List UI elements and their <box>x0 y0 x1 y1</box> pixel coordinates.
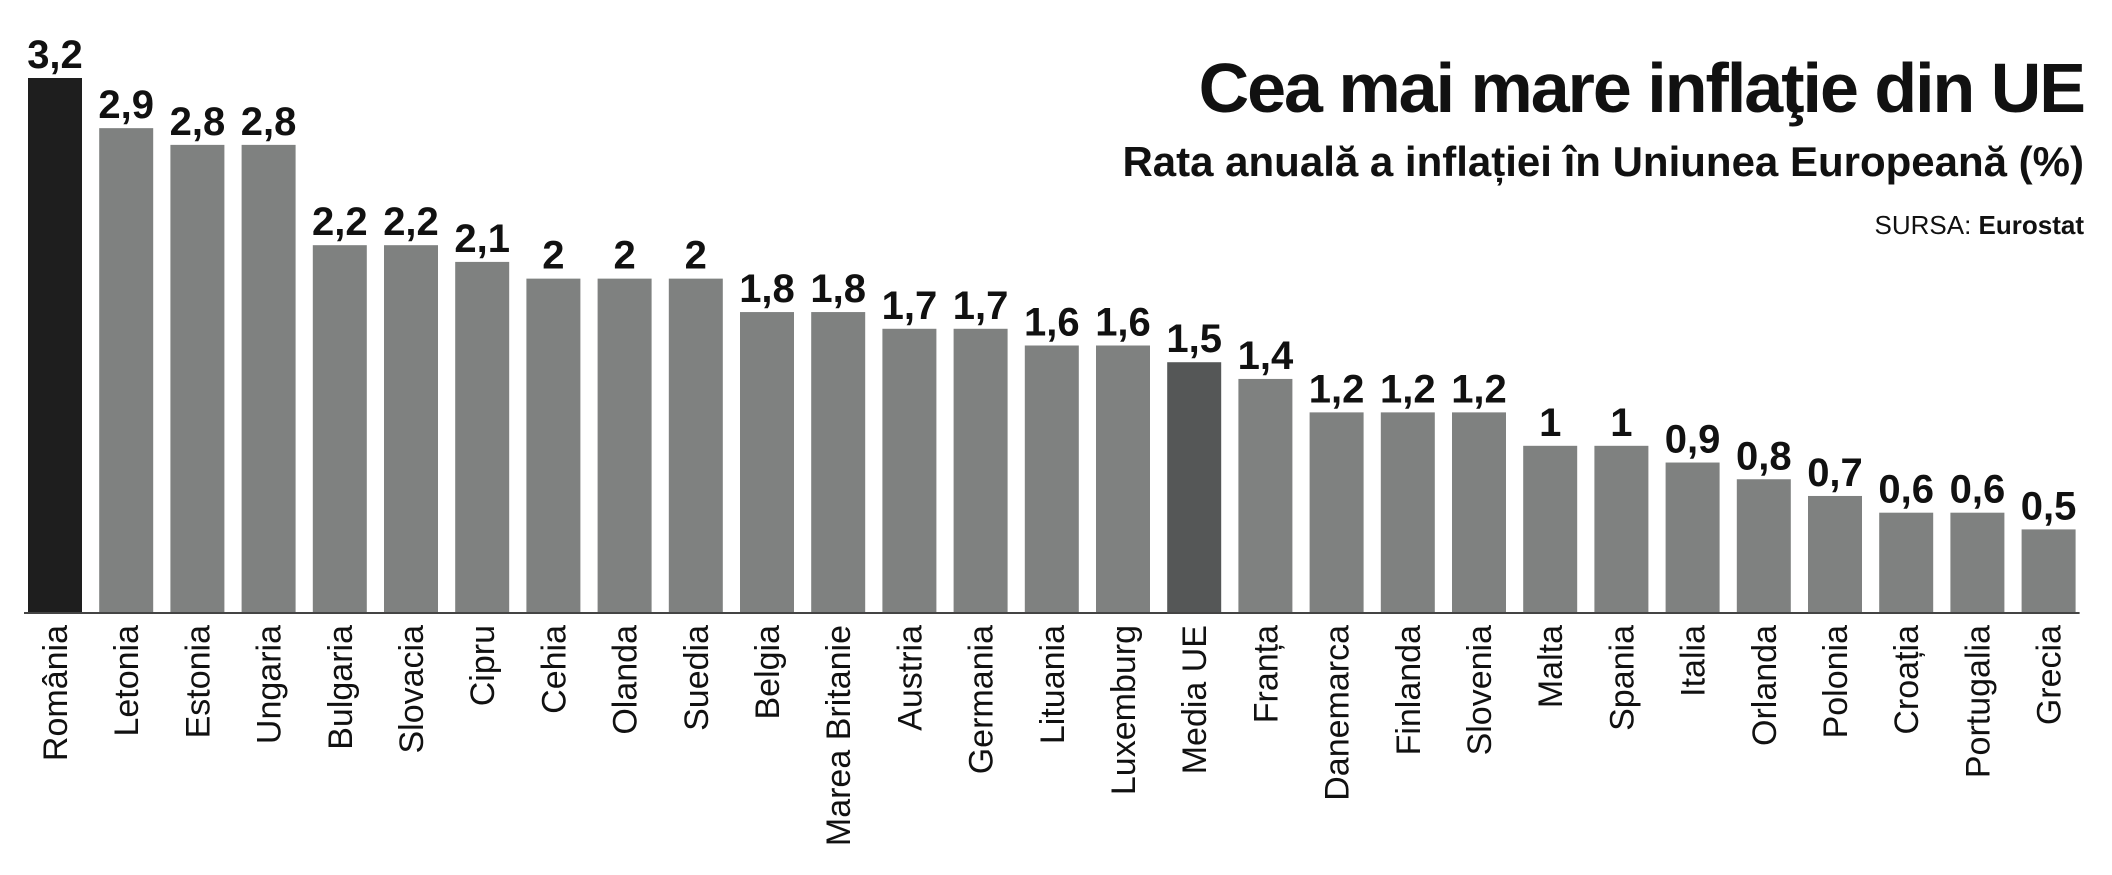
value-label-27: 0,6 <box>1950 468 2006 512</box>
category-label-14: Lituania <box>1034 625 1072 744</box>
value-label-1: 2,9 <box>98 83 154 127</box>
bar-2 <box>170 144 225 613</box>
category-label-21: Malta <box>1532 625 1570 708</box>
bar-26 <box>1879 512 1934 613</box>
bar-27 <box>1950 512 2005 613</box>
category-label-23: Italia <box>1675 625 1713 697</box>
category-label-20: Slovenia <box>1461 625 1499 756</box>
category-label-27: Portugalia <box>1959 625 1997 778</box>
bar-8 <box>597 278 652 613</box>
bar-5 <box>384 245 438 613</box>
bar-15 <box>1096 345 1150 613</box>
category-label-1: Letonia <box>108 625 146 737</box>
category-label-16: Media UE <box>1176 625 1214 774</box>
bar-7 <box>526 278 581 613</box>
value-label-22: 1 <box>1610 401 1632 445</box>
bar-17 <box>1238 378 1293 613</box>
bar-6 <box>455 261 510 613</box>
category-label-22: Spania <box>1603 625 1641 731</box>
value-label-24: 0,8 <box>1736 434 1792 478</box>
value-label-19: 1,2 <box>1380 367 1436 411</box>
bar-14 <box>1024 345 1079 613</box>
value-label-14: 1,6 <box>1024 301 1080 345</box>
bar-1 <box>99 128 154 613</box>
bar-11 <box>811 312 866 613</box>
value-label-20: 1,2 <box>1451 367 1507 411</box>
value-label-26: 0,6 <box>1878 468 1934 512</box>
bar-25 <box>1808 495 1862 613</box>
category-label-12: Austria <box>891 625 929 731</box>
value-label-23: 0,9 <box>1665 418 1721 462</box>
value-label-15: 1,6 <box>1095 301 1151 345</box>
bar-21 <box>1523 445 1578 613</box>
category-label-24: Orlanda <box>1746 625 1784 746</box>
bar-23 <box>1665 462 1720 613</box>
bar-3 <box>241 144 296 613</box>
value-label-12: 1,7 <box>882 284 938 328</box>
bar-0 <box>28 78 82 613</box>
category-label-6: Cipru <box>464 625 502 706</box>
value-label-28: 0,5 <box>2021 484 2077 528</box>
category-label-11: Marea Britanie <box>820 625 858 846</box>
chart-subtitle: Rata anuală a inflației în Uniunea Europ… <box>1122 138 2084 185</box>
category-label-13: Germania <box>963 625 1001 774</box>
category-label-0: România <box>37 625 75 761</box>
category-label-4: Bulgaria <box>322 625 360 750</box>
bar-24 <box>1736 479 1791 613</box>
category-label-9: Suedia <box>678 625 716 731</box>
value-label-10: 1,8 <box>739 267 795 311</box>
value-label-21: 1 <box>1539 401 1561 445</box>
source-name: Eurostat <box>1978 210 2084 240</box>
value-label-17: 1,4 <box>1238 334 1294 378</box>
bar-16 <box>1167 362 1222 613</box>
category-label-8: Olanda <box>607 625 645 735</box>
category-label-10: Belgia <box>749 625 787 720</box>
category-label-3: Ungaria <box>251 625 289 744</box>
value-label-18: 1,2 <box>1309 367 1365 411</box>
category-label-17: Franța <box>1247 625 1285 723</box>
value-label-0: 3,2 <box>27 33 83 77</box>
bar-4 <box>312 245 367 613</box>
value-label-4: 2,2 <box>312 200 368 244</box>
category-label-15: Luxemburg <box>1105 625 1143 795</box>
bar-10 <box>740 312 794 613</box>
category-label-7: Cehia <box>535 625 573 714</box>
bar-28 <box>2021 529 2076 613</box>
category-label-28: Grecia <box>2031 625 2069 725</box>
chart-source: SURSA: Eurostat <box>1874 210 2084 241</box>
value-label-2: 2,8 <box>170 100 226 144</box>
bar-9 <box>668 278 723 613</box>
value-label-11: 1,8 <box>810 267 866 311</box>
value-label-6: 2,1 <box>454 217 510 261</box>
value-label-5: 2,2 <box>383 200 439 244</box>
category-label-2: Estonia <box>179 625 217 738</box>
value-label-16: 1,5 <box>1166 317 1222 361</box>
source-prefix: SURSA: <box>1874 210 1972 240</box>
value-label-9: 2 <box>685 234 707 278</box>
bar-13 <box>953 328 1008 613</box>
value-label-7: 2 <box>542 234 564 278</box>
value-label-3: 2,8 <box>241 100 297 144</box>
bar-12 <box>882 328 937 613</box>
category-label-25: Polonia <box>1817 625 1855 739</box>
value-label-13: 1,7 <box>953 284 1009 328</box>
bar-20 <box>1452 412 1506 613</box>
value-label-8: 2 <box>613 234 635 278</box>
category-label-26: Croația <box>1888 625 1926 735</box>
category-label-18: Danemarca <box>1319 625 1357 801</box>
category-label-5: Slovacia <box>393 625 431 754</box>
bar-18 <box>1309 412 1364 613</box>
bar-22 <box>1594 445 1649 613</box>
bar-19 <box>1380 412 1435 613</box>
category-label-19: Finlanda <box>1390 625 1428 756</box>
value-label-25: 0,7 <box>1807 451 1863 495</box>
chart-title: Cea mai mare inflaţie din UE <box>1198 49 2086 127</box>
